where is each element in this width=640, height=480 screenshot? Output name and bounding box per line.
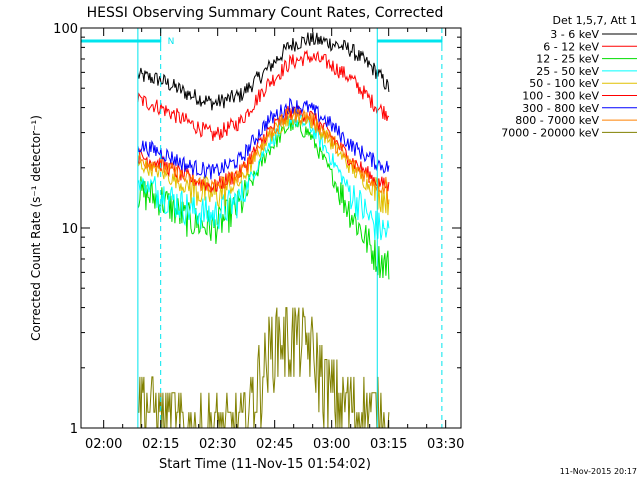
night-marker-label: N <box>168 37 175 47</box>
x-tick-label-3: 02:45 <box>256 437 293 452</box>
legend-label-2: 12 - 25 keV <box>536 53 599 66</box>
legend-label-8: 7000 - 20000 keV <box>501 126 599 139</box>
series-line-0 <box>137 31 390 111</box>
series-line-7 <box>137 107 389 205</box>
legend-label-5: 100 - 300 keV <box>522 90 599 103</box>
series-layer <box>137 31 390 429</box>
legend-label-4: 50 - 100 keV <box>529 77 599 90</box>
spacecraft-marker-layer: N <box>81 28 443 428</box>
chart-title: HESSI Observing Summary Count Rates, Cor… <box>87 5 444 21</box>
y-axis-label: Corrected Count Rate (s⁻¹ detector⁻¹) <box>29 115 43 341</box>
x-tick-label-6: 03:30 <box>427 437 464 452</box>
x-tick-label-4: 03:00 <box>313 437 350 452</box>
x-tick-label-1: 02:15 <box>142 437 179 452</box>
series-line-8 <box>137 307 390 429</box>
legend-label-1: 6 - 12 keV <box>543 40 599 53</box>
axis-layer: 02:00 02:15 02:30 02:45 03:00 03:15 03:30 1 10 10… <box>53 22 464 452</box>
legend-label-7: 800 - 7000 keV <box>515 114 599 127</box>
x-tick-label-0: 02:00 <box>85 437 122 452</box>
y-tick-label-0: 1 <box>70 422 78 437</box>
series-line-6 <box>137 97 390 180</box>
y-tick-label-1: 10 <box>61 222 78 237</box>
legend-title: Det 1,5,7, Att 1 <box>553 14 637 27</box>
x-axis-label: Start Time (11-Nov-15 01:54:02) <box>159 457 371 472</box>
x-tick-label-2: 02:30 <box>199 437 236 452</box>
x-tick-label-5: 03:15 <box>370 437 407 452</box>
series-line-4 <box>137 108 390 216</box>
series-line-1 <box>137 49 390 141</box>
legend-label-6: 300 - 800 keV <box>522 102 599 115</box>
legend-label-3: 25 - 50 keV <box>536 65 599 78</box>
legend-label-0: 3 - 6 keV <box>550 28 599 41</box>
series-line-3 <box>137 113 390 241</box>
plot-timestamp: 11-Nov-2015 20:17 <box>560 467 637 476</box>
y-tick-label-2: 100 <box>53 22 78 37</box>
